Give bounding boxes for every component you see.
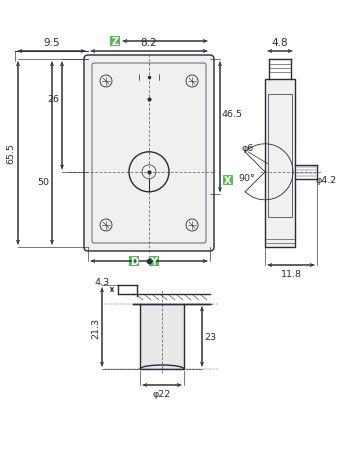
Bar xyxy=(129,257,139,266)
Text: 65.5: 65.5 xyxy=(6,143,15,164)
Text: 21.3: 21.3 xyxy=(91,317,100,338)
Bar xyxy=(223,175,233,185)
Text: 26: 26 xyxy=(47,95,59,104)
Text: 23: 23 xyxy=(204,332,216,341)
Text: 11.8: 11.8 xyxy=(280,269,302,279)
Text: φ22: φ22 xyxy=(153,389,171,398)
Bar xyxy=(268,95,292,218)
Text: 9.5: 9.5 xyxy=(43,38,60,48)
Text: Z: Z xyxy=(112,37,118,47)
Text: 50: 50 xyxy=(37,177,49,186)
Text: 46.5: 46.5 xyxy=(222,109,243,118)
Bar xyxy=(265,80,295,247)
FancyBboxPatch shape xyxy=(84,56,214,252)
Bar xyxy=(140,304,184,369)
Text: 90°: 90° xyxy=(238,174,255,182)
Text: D: D xyxy=(130,257,138,266)
Text: Y: Y xyxy=(150,257,158,266)
Text: X: X xyxy=(224,175,232,185)
Text: 8.2: 8.2 xyxy=(141,38,157,48)
Text: 4.8: 4.8 xyxy=(272,38,288,48)
Text: 4.3: 4.3 xyxy=(95,277,110,286)
Text: φ6: φ6 xyxy=(242,144,254,152)
Text: φ4.2: φ4.2 xyxy=(315,175,336,185)
Bar xyxy=(149,257,159,266)
Bar xyxy=(110,37,120,47)
